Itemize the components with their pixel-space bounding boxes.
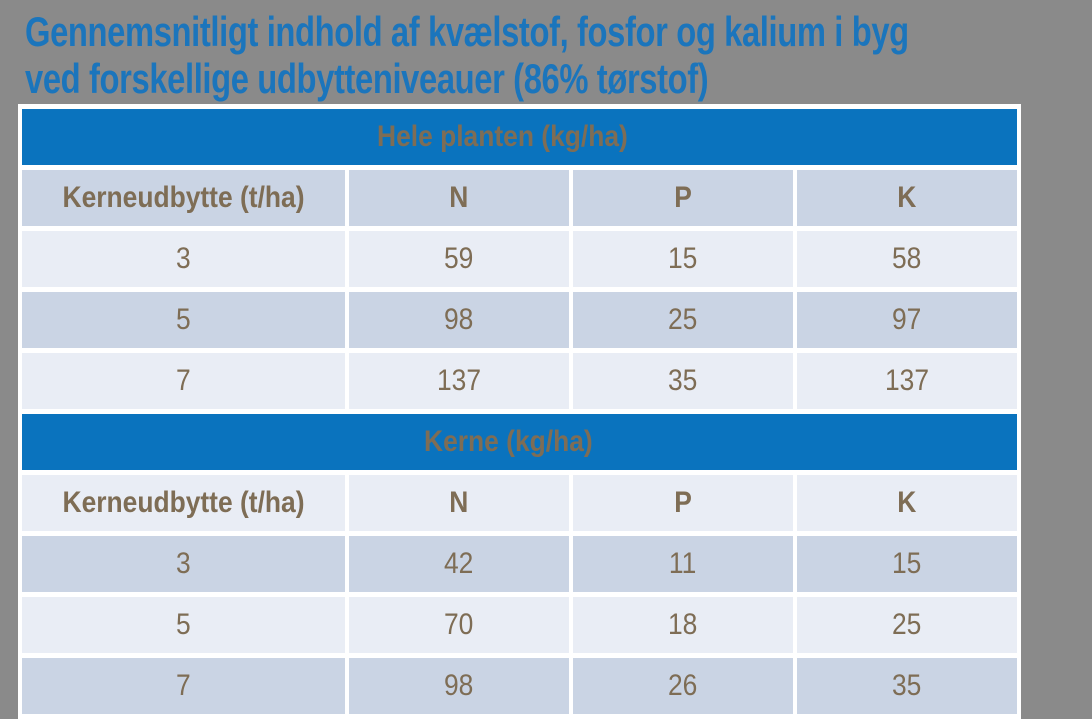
cell-yield: 3 <box>22 231 345 287</box>
column-header-p: P <box>573 475 793 531</box>
section-header-row-kerne: Kerne (kg/ha) <box>22 414 1018 470</box>
cell-value: 70 <box>444 608 474 641</box>
column-header-row: Kerneudbytte (t/ha) N P K <box>22 475 1018 531</box>
cell-k: 97 <box>797 292 1018 348</box>
cell-value: 3 <box>176 547 191 580</box>
column-header-kerneudbytte: Kerneudbytte (t/ha) <box>22 475 345 531</box>
column-header-row: Kerneudbytte (t/ha) N P K <box>22 170 1018 226</box>
cell-yield: 5 <box>22 597 345 653</box>
cell-yield: 5 <box>22 292 345 348</box>
cell-n: 42 <box>349 536 569 592</box>
column-header-k: K <box>797 475 1018 531</box>
cell-value: 42 <box>444 547 474 580</box>
page-title-line1: Gennemsnitligt indhold af kvælstof, fosf… <box>25 8 909 55</box>
column-header-p: P <box>573 170 793 226</box>
cell-value: 35 <box>668 364 698 397</box>
table-row: 7 98 26 35 <box>22 658 1018 714</box>
cell-k: 58 <box>797 231 1018 287</box>
cell-value: 15 <box>668 242 698 275</box>
cell-value: 58 <box>892 242 922 275</box>
cell-p: 26 <box>573 658 793 714</box>
cell-value: 59 <box>444 242 474 275</box>
cell-value: 15 <box>892 547 922 580</box>
column-header-label: K <box>897 486 917 519</box>
cell-k: 137 <box>797 353 1018 409</box>
cell-value: 5 <box>176 303 191 336</box>
cell-k: 25 <box>797 597 1018 653</box>
cell-p: 11 <box>573 536 793 592</box>
cell-yield: 3 <box>22 536 345 592</box>
section-header-row-hele-planten: Hele planten (kg/ha) <box>22 109 1018 165</box>
section-header-label: Hele planten (kg/ha) <box>377 120 628 153</box>
cell-value: 97 <box>892 303 922 336</box>
cell-value: 137 <box>884 364 930 397</box>
column-header-k: K <box>797 170 1018 226</box>
table-row: 3 42 11 15 <box>22 536 1018 592</box>
cell-value: 7 <box>176 669 191 702</box>
cell-yield: 7 <box>22 353 345 409</box>
cell-value: 5 <box>176 608 191 641</box>
cell-k: 35 <box>797 658 1018 714</box>
cell-n: 98 <box>349 292 569 348</box>
cell-n: 59 <box>349 231 569 287</box>
cell-value: 25 <box>892 608 922 641</box>
cell-value: 11 <box>669 547 697 580</box>
cell-value: 3 <box>176 242 191 275</box>
table-row: 7 137 35 137 <box>22 353 1018 409</box>
cell-n: 137 <box>349 353 569 409</box>
cell-k: 15 <box>797 536 1018 592</box>
cell-value: 98 <box>444 669 474 702</box>
column-header-label: Kerneudbytte (t/ha) <box>62 486 305 519</box>
table-row: 5 98 25 97 <box>22 292 1018 348</box>
npk-content-table: Hele planten (kg/ha) Kerneudbytte (t/ha)… <box>18 104 1022 719</box>
cell-p: 35 <box>573 353 793 409</box>
cell-value: 25 <box>668 303 698 336</box>
column-header-label: K <box>897 181 917 214</box>
cell-value: 98 <box>444 303 474 336</box>
column-header-label: N <box>449 181 469 214</box>
column-header-n: N <box>349 475 569 531</box>
column-header-label: P <box>674 181 692 214</box>
table-row: 3 59 15 58 <box>22 231 1018 287</box>
cell-value: 35 <box>892 669 922 702</box>
cell-value: 137 <box>436 364 482 397</box>
table-row: 5 70 18 25 <box>22 597 1018 653</box>
section-header-cell: Kerne (kg/ha) <box>22 414 1018 470</box>
cell-p: 18 <box>573 597 793 653</box>
cell-yield: 7 <box>22 658 345 714</box>
cell-n: 98 <box>349 658 569 714</box>
cell-p: 25 <box>573 292 793 348</box>
section-header-cell: Hele planten (kg/ha) <box>22 109 1018 165</box>
page-title: Gennemsnitligt indhold af kvælstof, fosf… <box>25 8 909 102</box>
column-header-label: P <box>674 486 692 519</box>
cell-p: 15 <box>573 231 793 287</box>
cell-value: 7 <box>176 364 191 397</box>
cell-n: 70 <box>349 597 569 653</box>
cell-value: 18 <box>668 608 698 641</box>
column-header-label: Kerneudbytte (t/ha) <box>62 181 305 214</box>
page-title-line2: ved forskellige udbytteniveauer (86% tør… <box>25 55 709 103</box>
column-header-kerneudbytte: Kerneudbytte (t/ha) <box>22 170 345 226</box>
column-header-n: N <box>349 170 569 226</box>
column-header-label: N <box>449 486 469 519</box>
cell-value: 26 <box>668 669 698 702</box>
section-header-label: Kerne (kg/ha) <box>423 425 593 458</box>
